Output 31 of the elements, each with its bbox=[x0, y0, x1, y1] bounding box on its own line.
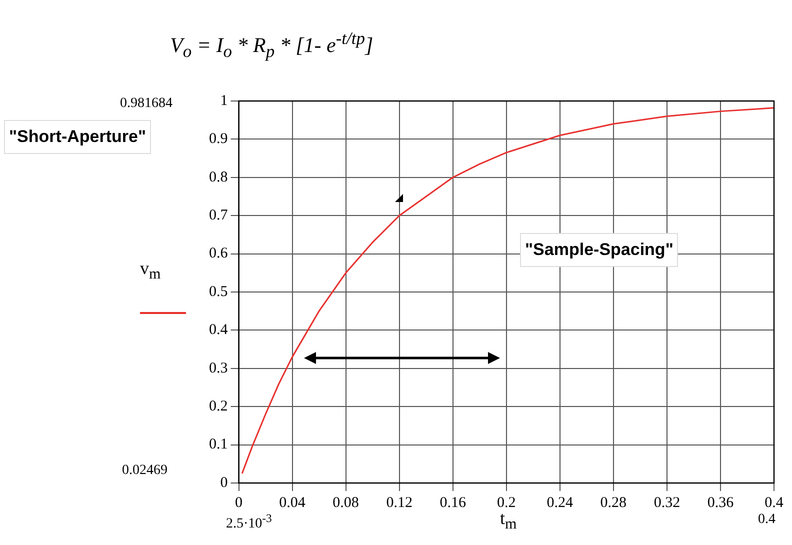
x-axis-title: t$_{m}$ bbox=[500, 508, 517, 534]
text: 0.02469 bbox=[122, 463, 168, 479]
text: 0.4 bbox=[758, 512, 776, 528]
text: "Short-Aperture" bbox=[4, 120, 152, 154]
x-tick-label: 0.24 bbox=[546, 494, 574, 511]
x-tick-label: 0.4 bbox=[764, 494, 784, 511]
text: 2.5·10$^{-3}$ bbox=[226, 512, 272, 533]
x-tick-label: 0.36 bbox=[707, 494, 734, 511]
y-tick-label: 0 bbox=[220, 474, 228, 491]
y-tick-label: 0.4 bbox=[209, 322, 228, 338]
y-tick-label: 0.3 bbox=[209, 360, 228, 376]
x-tick-label: 0.08 bbox=[332, 494, 359, 511]
y-tick-label: 0.1 bbox=[209, 436, 228, 453]
x-tick-label: 0.28 bbox=[600, 494, 627, 511]
x-tick-label: 0.32 bbox=[654, 494, 680, 511]
x-tick-label: 0.2 bbox=[497, 494, 516, 511]
y-tick-label: 1 bbox=[220, 92, 228, 109]
y-tick-label: 0.9 bbox=[209, 131, 228, 148]
y-tick-label: 0.7 bbox=[209, 208, 228, 224]
text: 0.981684 bbox=[120, 96, 172, 112]
y-tick-label: 0.5 bbox=[209, 284, 228, 300]
y-tick-label: 0.6 bbox=[209, 246, 228, 262]
y-axis-title: v$_{m}$ bbox=[140, 258, 161, 284]
y-tick-label: 0.2 bbox=[209, 398, 228, 415]
x-tick-label: 0 bbox=[235, 494, 242, 511]
x-tick-label: 0.16 bbox=[440, 494, 466, 511]
x-tick-label: 0.04 bbox=[279, 494, 306, 511]
annotation: "Sample-Spacing" bbox=[520, 233, 678, 267]
chart-title: V$_{o}$ = I$_{o}$ * R$_{p}$ * [1- e$^{-t/tp}$] bbox=[170, 28, 374, 62]
y-tick-label: 0.8 bbox=[209, 169, 228, 186]
x-tick-label: 0.12 bbox=[386, 494, 412, 511]
